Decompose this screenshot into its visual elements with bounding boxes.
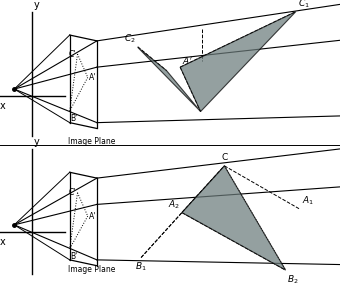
Text: $B_1$: $B_1$ [135,260,147,273]
Text: C: C [221,153,227,162]
Text: y: y [34,0,40,10]
Text: $A'$: $A'$ [182,55,193,66]
Text: B': B' [70,114,78,123]
Text: A': A' [89,73,97,82]
Text: $C_2$: $C_2$ [124,33,136,45]
Text: C': C' [68,188,76,197]
Text: y: y [34,138,40,147]
Text: A': A' [89,212,97,220]
Text: $B_2$: $B_2$ [287,273,299,286]
Text: $C_1$: $C_1$ [298,0,309,10]
Text: $A_1$: $A_1$ [302,195,314,207]
Polygon shape [180,12,296,112]
Text: x: x [0,237,6,246]
Text: x: x [0,101,6,111]
Polygon shape [138,47,201,112]
Text: Image Plane: Image Plane [68,137,115,146]
Text: $A_2$: $A_2$ [168,199,180,211]
Text: Image Plane: Image Plane [68,265,115,274]
Polygon shape [182,166,286,270]
Text: C': C' [68,50,76,58]
Text: B': B' [70,252,78,261]
